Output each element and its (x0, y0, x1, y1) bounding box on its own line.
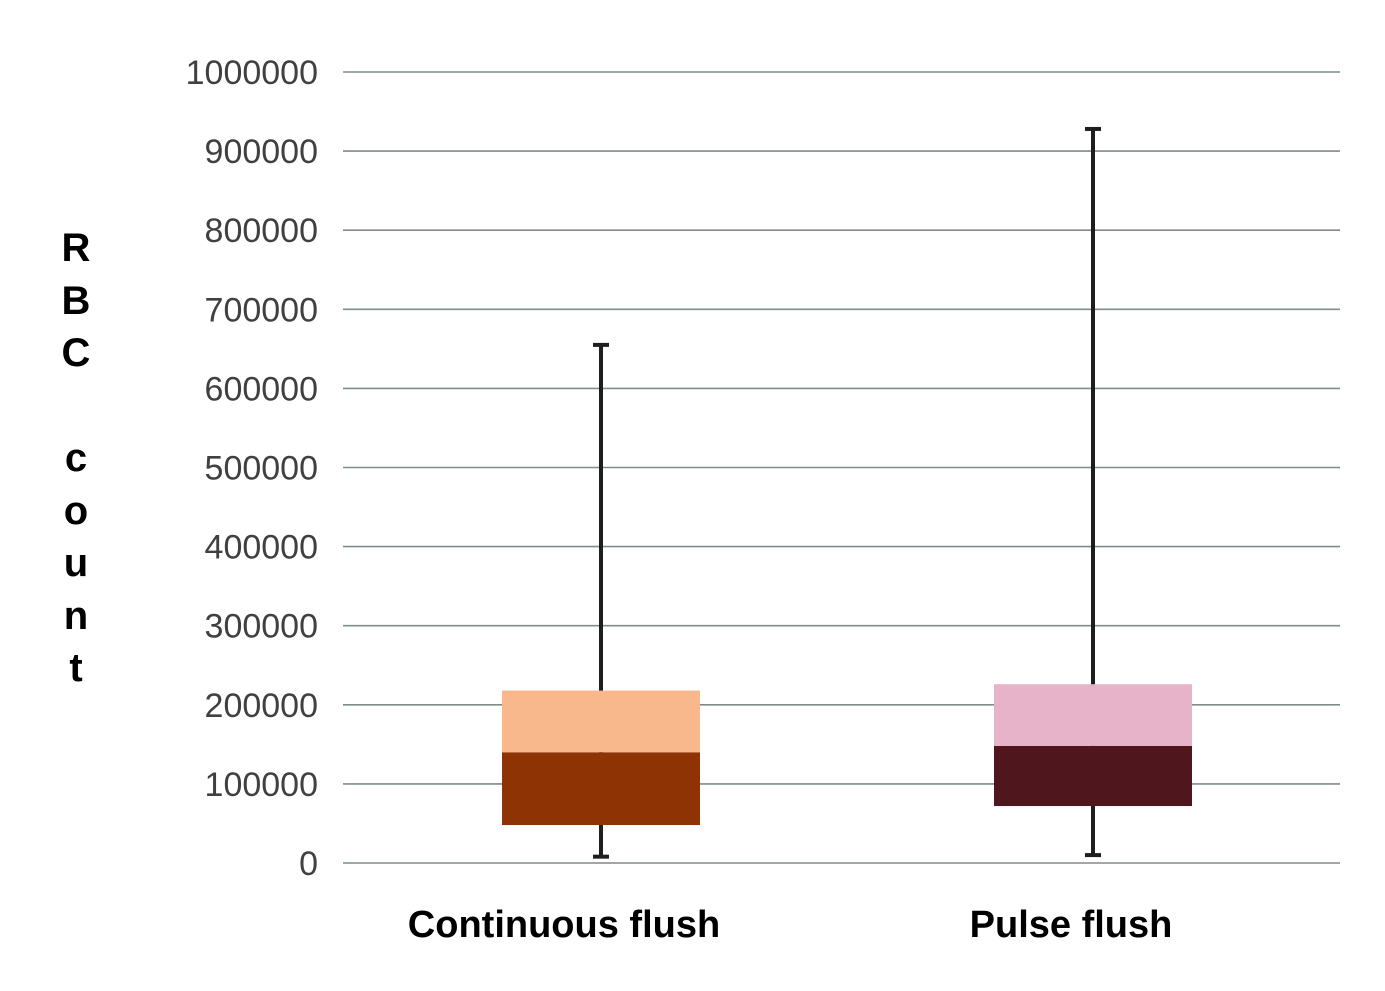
box-upper-median-q3 (502, 690, 700, 753)
y-tick-label: 200000 (205, 687, 318, 725)
x-category-label: Continuous flush (408, 904, 720, 946)
box-lower-q1-median (502, 752, 700, 826)
y-tick-label: 600000 (205, 370, 318, 408)
box-lower-q1-median (994, 745, 1192, 807)
y-axis-title-char: o (63, 488, 89, 533)
y-axis-title-char: B (61, 278, 91, 323)
x-category-label: Pulse flush (970, 904, 1173, 946)
y-axis-title-char: c (64, 436, 88, 480)
y-tick-label: 100000 (205, 766, 318, 804)
y-axis-title-char: C (61, 331, 91, 375)
y-tick-label: 0 (299, 845, 318, 883)
y-axis-title-char: t (69, 646, 83, 690)
y-tick-label: 900000 (205, 133, 318, 171)
y-axis-title-char: R (61, 226, 91, 270)
y-tick-label: 400000 (205, 529, 318, 567)
y-tick-label: 500000 (205, 450, 318, 488)
y-tick-label: 800000 (205, 212, 318, 250)
y-axis-title-char: n (63, 593, 89, 638)
y-axis-title-char: u (63, 541, 89, 585)
y-tick-label: 300000 (205, 608, 318, 646)
y-tick-label: 1000000 (186, 54, 318, 92)
box-upper-median-q3 (994, 684, 1192, 746)
y-axis-title-char (70, 380, 81, 433)
box-pulse-flush (994, 126, 1192, 858)
y-tick-labels: 0 100000 200000 300000 400000 500000 600000 700… (186, 54, 318, 883)
y-tick-label: 700000 (205, 291, 318, 329)
box-continuous-flush (502, 342, 700, 859)
